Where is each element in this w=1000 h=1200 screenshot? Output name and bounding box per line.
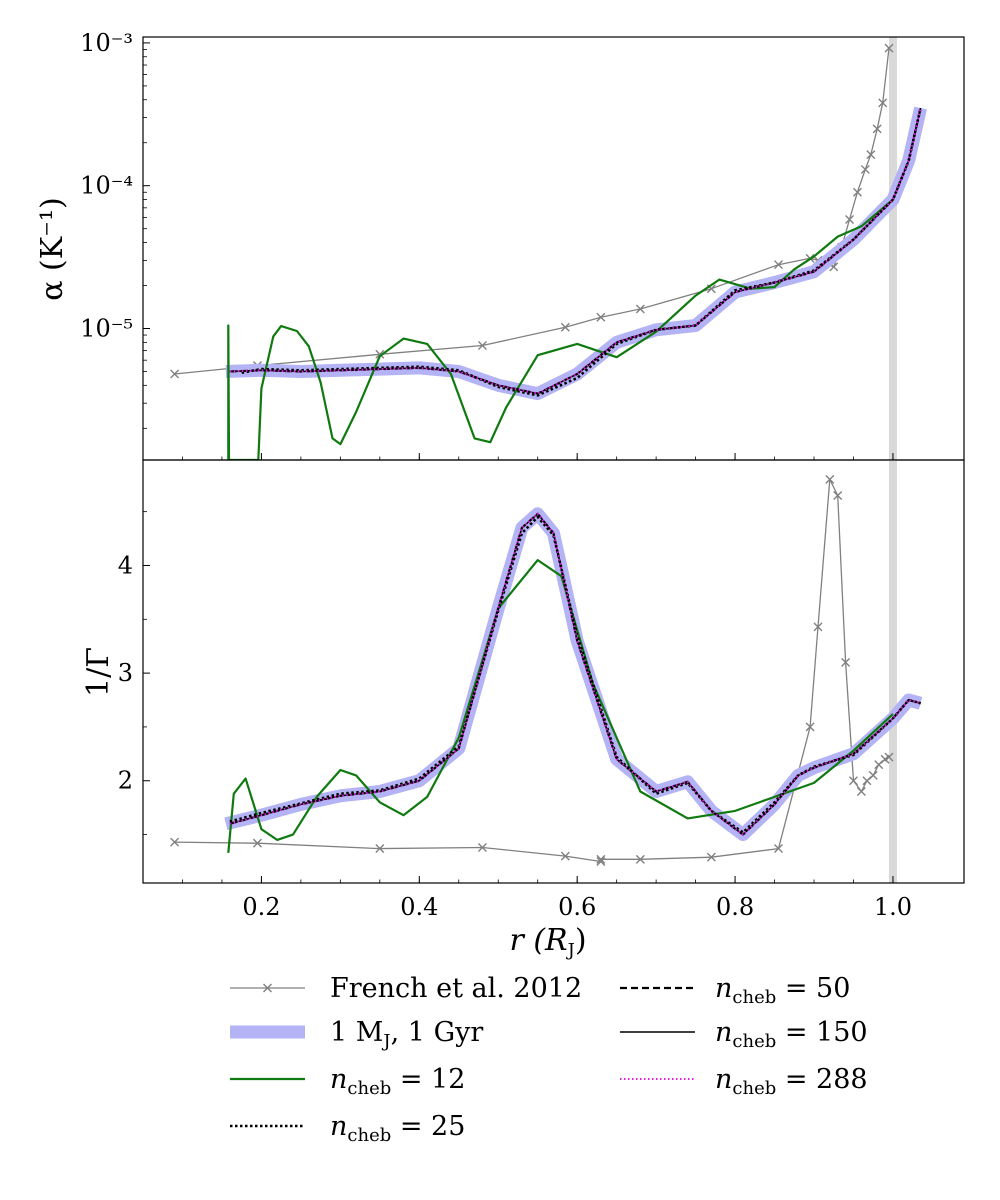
french-marker	[252, 838, 262, 848]
bottom-panel-inverse-gamma: 0.2 0.4 0.6 0.8 1.0 2 3 4 1/Γ r (RJ)	[81, 459, 965, 961]
series-line-dotted-magenta-bottom	[229, 512, 921, 836]
legend-entry-gray-x: French et al. 2012	[230, 973, 582, 1004]
y-tick-label: 10⁻⁵	[80, 315, 133, 343]
french-marker	[845, 214, 855, 224]
french-marker	[560, 322, 570, 332]
legend-label: ncheb = 50	[715, 973, 850, 1008]
french-marker	[773, 260, 783, 270]
french-marker	[477, 842, 487, 852]
french-marker	[841, 657, 851, 667]
french-marker	[560, 851, 570, 861]
french-marker	[706, 852, 716, 862]
bottom-ylabel: 1/Γ	[81, 647, 116, 697]
surface-band-top	[888, 37, 897, 460]
french-marker	[635, 854, 645, 864]
french-marker	[868, 770, 878, 780]
french-marker	[170, 837, 180, 847]
x-axis-label-close: )	[575, 923, 587, 958]
x-axis-label: r (RJ)	[509, 923, 586, 961]
legend: French et al. 2012 1 MJ, 1 Gyr ncheb = 12 n…	[230, 973, 868, 1146]
legend-label: French et al. 2012	[330, 973, 582, 1004]
legend-label: ncheb = 12	[330, 1064, 465, 1099]
series-line-dotted-black-bottom	[229, 515, 921, 834]
french-marker	[866, 150, 876, 160]
y-tick-label: 10⁻⁴	[80, 172, 133, 200]
french-marker	[596, 312, 606, 322]
french-marker	[596, 854, 606, 864]
series-line-dashed-black-top	[229, 107, 922, 395]
series-line-gray-x-top	[174, 48, 890, 375]
french-marker	[375, 349, 385, 359]
series-line-dotted-magenta-top	[229, 107, 922, 395]
french-marker	[773, 844, 783, 854]
french-marker	[833, 491, 843, 501]
series-line-solid-black-bottom	[229, 512, 921, 836]
french-marker	[596, 856, 606, 866]
y-tick-label: 10⁻³	[80, 29, 133, 57]
legend-entry-dotted-magenta: ncheb = 288	[620, 1064, 868, 1099]
series-line-solid-black-top	[229, 107, 922, 395]
y-tick-label: 2	[118, 767, 133, 795]
x-tick-label: 0.6	[558, 893, 596, 921]
french-marker	[635, 304, 645, 314]
french-marker	[884, 752, 894, 762]
french-marker	[848, 776, 858, 786]
french-marker	[878, 98, 888, 108]
legend-label: ncheb = 150	[715, 1017, 868, 1052]
top-ylabel: α (K⁻¹)	[35, 197, 70, 300]
legend-label: ncheb = 25	[330, 1111, 465, 1146]
french-marker	[856, 787, 866, 797]
series-line-model-top	[225, 106, 927, 401]
french-marker	[872, 124, 882, 134]
surface-band-bottom	[888, 460, 897, 883]
series-line-green-top	[227, 198, 894, 460]
legend-label: ncheb = 288	[715, 1064, 868, 1099]
french-marker	[805, 722, 815, 732]
french-marker	[825, 474, 835, 484]
french-marker	[477, 341, 487, 351]
legend-entry-solid-black: ncheb = 150	[620, 1017, 868, 1052]
series-line-dotted-black-top	[241, 107, 922, 397]
series-line-dashed-black-bottom	[229, 512, 921, 836]
x-tick-label: 1.0	[874, 893, 912, 921]
series-line-model-bottom	[224, 507, 923, 842]
x-tick-label: 0.8	[716, 893, 754, 921]
french-marker	[852, 187, 862, 197]
legend-label: 1 MJ, 1 Gyr	[330, 1017, 483, 1052]
x-axis-label-main: r (R	[509, 923, 567, 958]
y-tick-label: 4	[118, 551, 133, 579]
french-marker	[375, 844, 385, 854]
french-marker	[813, 622, 823, 632]
legend-entry-model: 1 MJ, 1 Gyr	[230, 1017, 483, 1052]
top-panel-alpha: 10⁻³ 10⁻⁴ 10⁻⁵ α (K⁻¹)	[35, 29, 965, 461]
legend-entry-dashed-black: ncheb = 50	[620, 973, 850, 1008]
bottom-axes-frame	[142, 459, 965, 884]
x-tick-label: 0.2	[242, 893, 280, 921]
french-marker	[860, 164, 870, 174]
french-marker	[170, 369, 180, 379]
x-tick-label: 0.4	[400, 893, 438, 921]
y-tick-label: 3	[118, 659, 133, 687]
x-axis-label-sub: J	[566, 940, 575, 961]
legend-entry-green: ncheb = 12	[230, 1064, 465, 1099]
legend-entry-dotted-black: ncheb = 25	[230, 1111, 465, 1146]
french-marker	[884, 43, 894, 53]
series-line-green-bottom	[227, 558, 894, 854]
